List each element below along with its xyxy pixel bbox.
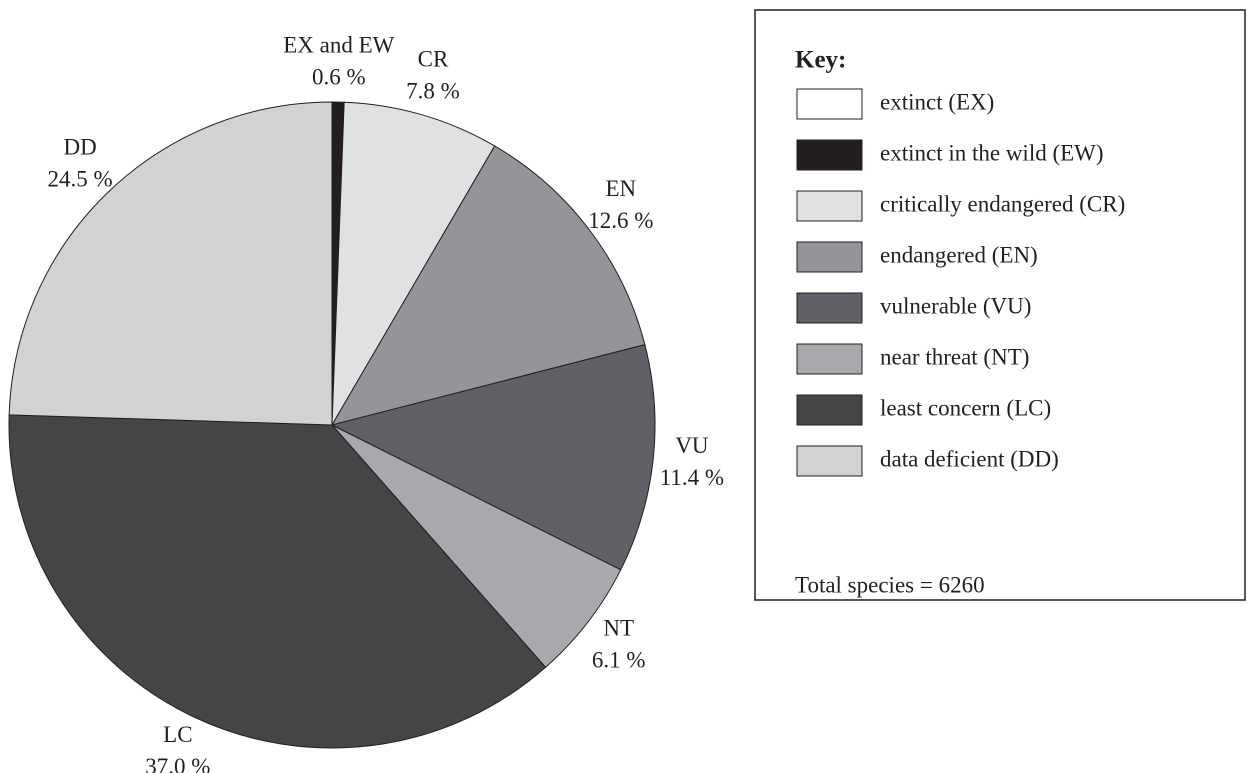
slice-value-label: 7.8 % <box>406 79 460 104</box>
slice-label: DD <box>63 134 96 159</box>
pie-slice <box>331 424 622 668</box>
slice-label: LC <box>163 722 192 747</box>
legend-swatch <box>796 190 863 222</box>
slice-label: VU <box>675 433 709 458</box>
legend-label: least concern (LC) <box>880 395 1051 420</box>
slice-value-label: 6.1 % <box>592 647 646 672</box>
total-note: Total species = 6260 <box>795 572 985 597</box>
pie-slice <box>331 101 496 426</box>
slice-label: EX and EW <box>283 32 394 57</box>
pie-slice <box>330 145 646 426</box>
legend-swatch <box>796 88 863 120</box>
legend-swatch <box>796 445 863 477</box>
legend-swatch <box>796 292 863 324</box>
slice-label: NT <box>603 615 634 640</box>
legend-swatch <box>796 241 863 273</box>
slice-value-label: 11.4 % <box>660 465 724 490</box>
pie-slice <box>8 414 547 749</box>
slice-value-label: 0.6 % <box>312 64 366 89</box>
legend-label: near threat (NT) <box>880 344 1029 369</box>
legend-label: critically endangered (CR) <box>880 191 1125 216</box>
legend-swatch <box>796 139 863 171</box>
legend-label: vulnerable (VU) <box>880 293 1031 318</box>
slice-label: EN <box>605 176 636 201</box>
legend-label: data deficient (DD) <box>880 446 1059 471</box>
legend-label: endangered (EN) <box>880 242 1038 267</box>
slice-label: CR <box>418 47 449 72</box>
slice-value-label: 12.6 % <box>588 208 653 233</box>
slice-value-label: 24.5 % <box>47 166 112 191</box>
legend-title: Key: <box>795 47 846 74</box>
slice-value-label: 37.0 % <box>145 754 210 773</box>
pie-slice <box>8 101 333 426</box>
legend-swatch <box>796 343 863 375</box>
legend-swatch <box>796 394 863 426</box>
legend-label: extinct in the wild (EW) <box>880 140 1104 165</box>
legend-label: extinct (EX) <box>880 89 994 114</box>
pie-slice <box>330 344 656 571</box>
